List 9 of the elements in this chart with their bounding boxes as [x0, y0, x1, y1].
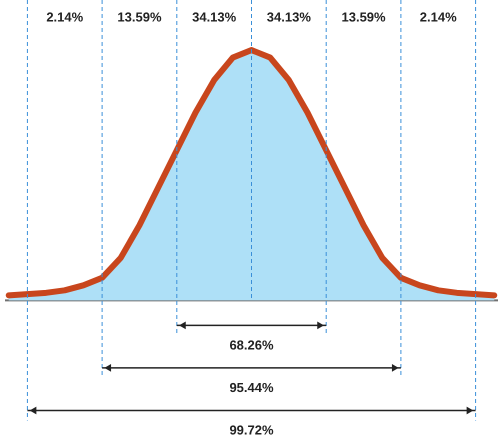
text: 34.13%	[192, 10, 237, 25]
text: 13.59%	[342, 10, 386, 25]
text: 99.72%	[229, 422, 274, 438]
text: 68.26%	[229, 337, 274, 352]
text: 2.14%	[420, 10, 458, 25]
text: 2.14%	[46, 10, 84, 25]
text: 95.44%	[229, 380, 274, 395]
text: 13.59%	[117, 10, 162, 25]
text: 34.13%	[266, 10, 312, 25]
